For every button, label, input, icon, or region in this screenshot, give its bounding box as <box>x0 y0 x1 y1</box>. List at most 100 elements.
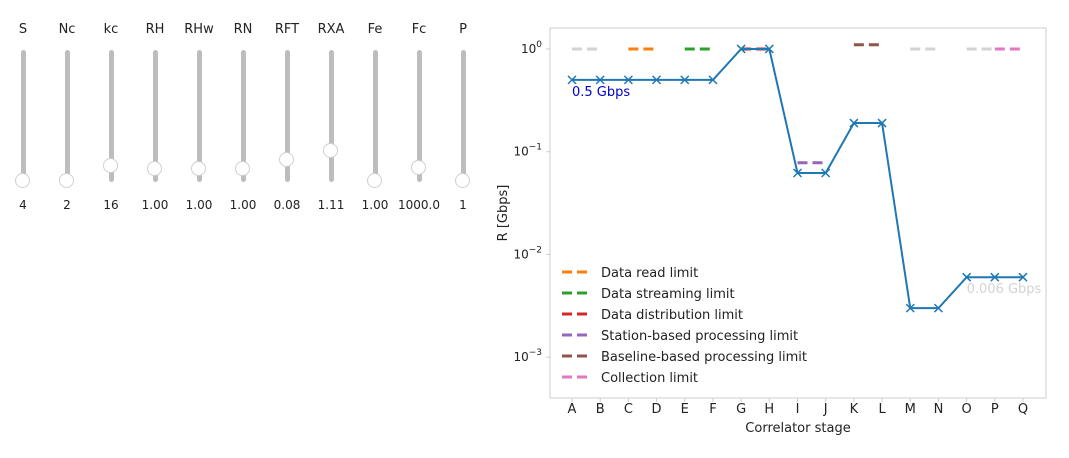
slider-value: 1000.0 <box>398 198 440 212</box>
slider-label: Fc <box>411 22 427 37</box>
slider-label: Nc <box>58 22 76 37</box>
slider-track[interactable] <box>285 50 290 182</box>
slider-value: 0.08 <box>273 198 301 212</box>
slider-track[interactable] <box>461 50 466 182</box>
slider-track[interactable] <box>109 50 114 182</box>
data-point <box>821 168 831 178</box>
x-tick-label: N <box>934 402 944 417</box>
data-point <box>764 44 774 54</box>
slider-value: 16 <box>103 198 119 212</box>
x-tick-label: E <box>681 402 689 417</box>
slider-fc[interactable]: Fc 1000.0 <box>397 0 441 230</box>
x-tick-label: P <box>991 402 999 417</box>
slider-panel: S 4 Nc 2 kc 16 RH 1.00 RHw 1.00 RN 1.00 RFT 0.08 RXA 1.… <box>0 0 490 240</box>
slider-rhw[interactable]: RHw 1.00 <box>177 0 221 230</box>
slider-thumb[interactable] <box>15 173 30 188</box>
slider-track[interactable] <box>329 50 334 182</box>
slider-track[interactable] <box>373 50 378 182</box>
slider-value: 1.00 <box>185 198 213 212</box>
data-point <box>905 303 915 313</box>
y-axis-label: R [Gbps] <box>496 185 511 242</box>
y-tick-label: 100 <box>521 40 542 56</box>
slider-label: RHw <box>184 22 214 37</box>
x-tick-label: F <box>709 402 716 417</box>
x-tick-label: C <box>624 402 633 417</box>
data-point <box>877 118 887 128</box>
slider-nc[interactable]: Nc 2 <box>45 0 89 230</box>
slider-thumb[interactable] <box>103 158 118 174</box>
slider-thumb[interactable] <box>367 173 382 188</box>
slider-label: RXA <box>317 22 345 37</box>
slider-track[interactable] <box>65 50 70 182</box>
x-tick-label: Q <box>1018 402 1028 417</box>
slider-rn[interactable]: RN 1.00 <box>221 0 265 230</box>
slider-value: 1.00 <box>229 198 257 212</box>
data-point <box>792 168 803 178</box>
data-point <box>652 75 662 85</box>
slider-kc[interactable]: kc 16 <box>89 0 133 230</box>
slider-track[interactable] <box>153 50 158 182</box>
slider-thumb[interactable] <box>455 173 470 188</box>
slider-track[interactable] <box>21 50 26 182</box>
data-point <box>680 75 690 85</box>
data-point <box>990 272 1000 282</box>
data-point <box>962 272 972 282</box>
slider-track[interactable] <box>241 50 246 182</box>
x-tick-label: A <box>568 402 577 417</box>
x-tick-label: D <box>652 402 662 417</box>
x-tick-label: H <box>764 402 774 417</box>
slider-track[interactable] <box>417 50 422 182</box>
data-point <box>736 44 746 54</box>
data-point <box>849 118 859 128</box>
slider-fe[interactable]: Fe 1.00 <box>353 0 397 230</box>
slider-value: 1.11 <box>317 198 345 212</box>
slider-thumb[interactable] <box>279 151 294 167</box>
slider-label: S <box>18 22 28 37</box>
slider-label: Fe <box>367 22 383 37</box>
slider-value: 1 <box>459 198 467 212</box>
x-tick-label: M <box>905 402 916 417</box>
legend-entry: Baseline-based processing limit <box>601 350 807 365</box>
y-tick-label: 10−3 <box>513 348 542 364</box>
x-tick-label: B <box>596 402 605 417</box>
slider-label: RH <box>145 22 165 37</box>
slider-label: RFT <box>274 22 300 37</box>
legend-entry: Collection limit <box>601 371 698 386</box>
y-tick-label: 10−1 <box>513 143 542 159</box>
y-tick-label: 10−2 <box>513 245 542 261</box>
annotation: 0.5 Gbps <box>572 85 630 100</box>
slider-thumb[interactable] <box>191 161 206 177</box>
slider-label: P <box>459 22 467 37</box>
x-tick-label: L <box>878 402 886 417</box>
slider-label: RN <box>233 22 253 37</box>
slider-rxa[interactable]: RXA 1.11 <box>309 0 353 230</box>
slider-track[interactable] <box>197 50 202 182</box>
chart: 100 10−1 10−2 10−3 A B C D E F G H I J K L M N O P Q Correlat… <box>496 27 1047 436</box>
slider-thumb[interactable] <box>411 159 426 175</box>
slider-value: 4 <box>19 198 27 212</box>
slider-value: 1.00 <box>361 198 389 212</box>
x-tick-label: K <box>850 402 859 417</box>
slider-value: 2 <box>63 198 71 212</box>
slider-thumb[interactable] <box>323 142 338 158</box>
data-point <box>708 75 718 85</box>
slider-thumb[interactable] <box>59 173 74 188</box>
data-point <box>933 303 943 313</box>
slider-thumb[interactable] <box>235 161 250 177</box>
legend-entry: Data streaming limit <box>601 287 735 302</box>
slider-thumb[interactable] <box>147 161 162 177</box>
legend-entry: Data read limit <box>601 266 698 281</box>
legend-entry: Station-based processing limit <box>601 329 798 344</box>
legend-entry: Data distribution limit <box>601 308 743 323</box>
slider-label: kc <box>103 22 119 37</box>
slider-rh[interactable]: RH 1.00 <box>133 0 177 230</box>
slider-rft[interactable]: RFT 0.08 <box>265 0 309 230</box>
data-point <box>595 75 605 85</box>
data-point <box>567 75 577 85</box>
x-tick-label: I <box>796 402 800 417</box>
data-point <box>1018 272 1028 282</box>
x-axis-label: Correlator stage <box>745 421 850 436</box>
x-tick-label: O <box>962 402 972 417</box>
